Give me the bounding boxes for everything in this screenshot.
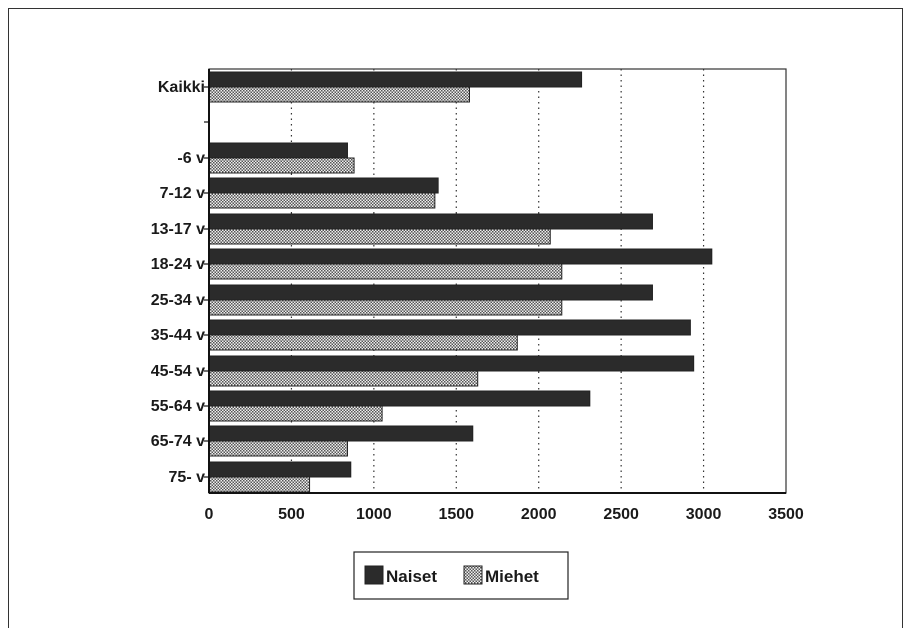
bar-miehet-45-54v	[208, 370, 479, 387]
bar-naiset-65-74v	[208, 425, 474, 442]
category-label: 35-44 v	[151, 327, 205, 344]
tick-labels: 0 500 1000 1500 2000 2500 3000 3500	[205, 506, 804, 523]
category-labels: Kaikki -6 v 7-12 v 13-17 v 18-24 v 25-34 v 35-…	[151, 79, 205, 486]
x-tick-label: 1000	[356, 506, 392, 523]
legend-swatch-miehet	[463, 565, 483, 585]
category-label: 55-64 v	[151, 398, 205, 415]
bar-naiset-25-34v	[208, 284, 653, 301]
axes	[204, 68, 787, 494]
bar-miehet-18-24v	[208, 263, 563, 280]
bar-miehet-7-12v	[208, 192, 436, 209]
bar-miehet-75-v	[208, 476, 311, 493]
bar-naiset-45-54v	[208, 355, 695, 372]
bar-miehet-13-17v	[208, 228, 551, 245]
legend: Naiset Miehet	[353, 551, 569, 600]
legend-swatch-naiset	[364, 565, 384, 585]
bar-miehet-35-44v	[208, 334, 518, 351]
bar-naiset-35-44v	[208, 319, 691, 336]
category-label: 18-24 v	[151, 256, 205, 273]
chart-frame	[8, 8, 903, 628]
bar-miehet-25-34v	[208, 299, 563, 316]
x-tick-label: 3500	[768, 506, 804, 523]
bar-naiset-Kaikki	[208, 71, 583, 88]
bar-naiset-7-12v	[208, 177, 439, 194]
category-label: -6 v	[177, 150, 205, 167]
bar-naiset-18-24v	[208, 248, 713, 265]
x-tick-label: 1500	[438, 506, 474, 523]
bar-miehet--6v	[208, 157, 355, 174]
x-tick-label: 500	[278, 506, 305, 523]
bar-miehet-65-74v	[208, 440, 348, 457]
bar-miehet-55-64v	[208, 405, 383, 422]
bar-naiset-55-64v	[208, 390, 591, 407]
bar-naiset-75-v	[208, 461, 352, 478]
category-label: 13-17 v	[151, 221, 205, 238]
bar-chart: Kaikki -6 v 7-12 v 13-17 v 18-24 v 25-34 v 35-…	[151, 68, 804, 600]
category-label: 75- v	[169, 469, 206, 486]
legend-label-miehet: Miehet	[485, 567, 539, 586]
x-tick-label: 2000	[521, 506, 557, 523]
category-label: 7-12 v	[160, 185, 205, 202]
bars	[208, 71, 713, 493]
legend-label-naiset: Naiset	[386, 567, 437, 586]
x-tick-label: 0	[205, 506, 214, 523]
legend-box	[353, 551, 569, 600]
category-label: 45-54 v	[151, 363, 205, 380]
x-tick-label: 3000	[686, 506, 722, 523]
bar-naiset--6v	[208, 142, 348, 159]
bar-miehet-Kaikki	[208, 86, 470, 103]
category-label: Kaikki	[158, 79, 205, 96]
grid-lines	[290, 69, 705, 493]
category-label: 65-74 v	[151, 433, 205, 450]
x-tick-label: 2500	[603, 506, 639, 523]
category-label: 25-34 v	[151, 292, 205, 309]
bar-naiset-13-17v	[208, 213, 653, 230]
